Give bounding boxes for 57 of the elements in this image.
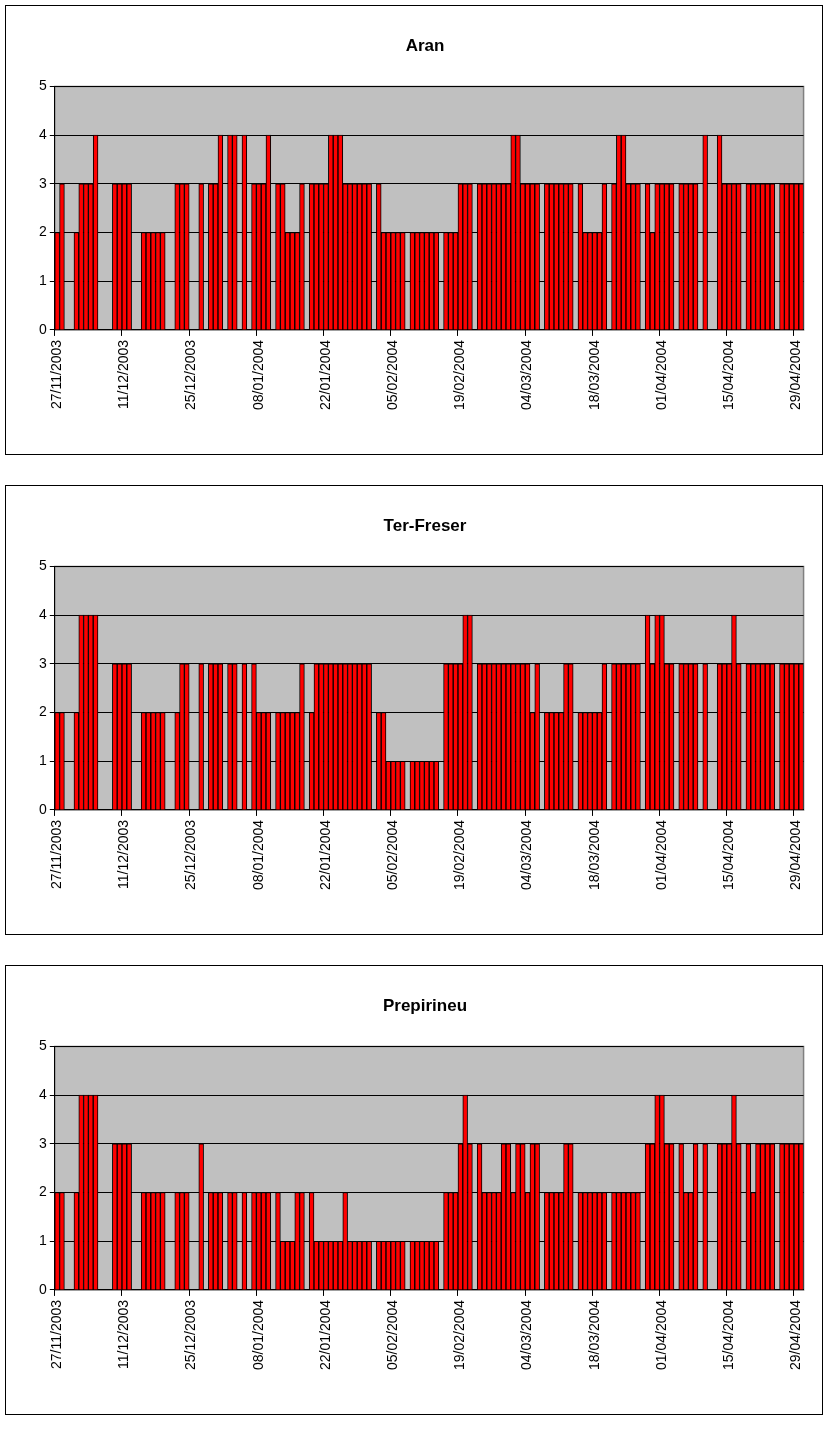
y-tick-label: 5 <box>38 557 47 574</box>
x-tick-label: 22/01/2004 <box>316 1299 333 1371</box>
x-tick-label: 15/04/2004 <box>720 1299 737 1371</box>
x-tick-label: 11/12/2003 <box>115 819 132 889</box>
x-tick-label: 27/11/2003 <box>48 339 65 409</box>
x-tick-label: 08/01/2004 <box>249 1299 266 1371</box>
x-tick-label: 29/04/2004 <box>787 339 804 411</box>
x-tick-label: 29/04/2004 <box>787 819 804 891</box>
x-tick-label: 18/03/2004 <box>585 1299 602 1371</box>
x-tick-label: 25/12/2003 <box>182 819 199 891</box>
x-tick-label: 04/03/2004 <box>518 819 535 891</box>
x-tick-label: 05/02/2004 <box>384 339 401 411</box>
y-tick-label: 3 <box>38 1134 47 1151</box>
x-tick-label: 25/12/2003 <box>182 339 199 411</box>
y-tick-label: 0 <box>38 1280 47 1297</box>
chart-title: Aran <box>405 35 445 55</box>
y-tick-label: 0 <box>38 320 47 337</box>
x-tick-label: 15/04/2004 <box>720 339 737 411</box>
x-tick-label: 11/12/2003 <box>115 339 132 409</box>
x-tick-label: 01/04/2004 <box>652 339 669 411</box>
y-tick-label: 5 <box>38 1037 47 1054</box>
x-tick-label: 08/01/2004 <box>249 819 266 891</box>
x-tick-label: 22/01/2004 <box>316 819 333 891</box>
y-tick-label: 2 <box>38 703 47 720</box>
y-tick-label: 5 <box>38 77 47 94</box>
x-tick-label: 15/04/2004 <box>720 819 737 891</box>
x-tick-label: 04/03/2004 <box>518 1299 535 1371</box>
x-tick-label: 01/04/2004 <box>652 819 669 891</box>
x-tick-label: 19/02/2004 <box>451 1299 468 1371</box>
x-tick-label: 05/02/2004 <box>384 1299 401 1371</box>
x-tick-label: 19/02/2004 <box>451 339 468 411</box>
y-tick-label: 3 <box>38 654 47 671</box>
x-tick-label: 22/01/2004 <box>316 339 333 411</box>
x-tick-label: 05/02/2004 <box>384 819 401 891</box>
x-tick-label: 25/12/2003 <box>182 1299 199 1371</box>
x-tick-label: 19/02/2004 <box>451 819 468 891</box>
chart-title: Ter-Freser <box>383 515 467 535</box>
y-tick-label: 3 <box>38 174 47 191</box>
y-tick-label: 4 <box>38 125 47 142</box>
y-tick-label: 4 <box>38 1085 47 1102</box>
x-tick-label: 18/03/2004 <box>585 339 602 411</box>
y-tick-label: 1 <box>38 1232 47 1249</box>
x-tick-label: 08/01/2004 <box>249 339 266 411</box>
y-tick-label: 4 <box>38 605 47 622</box>
y-tick-label: 2 <box>38 1183 47 1200</box>
x-tick-label: 01/04/2004 <box>652 1299 669 1371</box>
y-tick-label: 1 <box>38 752 47 769</box>
x-tick-label: 27/11/2003 <box>48 819 65 889</box>
x-tick-label: 29/04/2004 <box>787 1299 804 1371</box>
x-tick-label: 27/11/2003 <box>48 1299 65 1369</box>
x-tick-label: 11/12/2003 <box>115 1299 132 1369</box>
chart-title: Prepirineu <box>382 995 468 1015</box>
y-tick-label: 1 <box>38 272 47 289</box>
y-tick-label: 2 <box>38 223 47 240</box>
y-tick-label: 0 <box>38 800 47 817</box>
x-tick-label: 04/03/2004 <box>518 339 535 411</box>
x-tick-label: 18/03/2004 <box>585 819 602 891</box>
